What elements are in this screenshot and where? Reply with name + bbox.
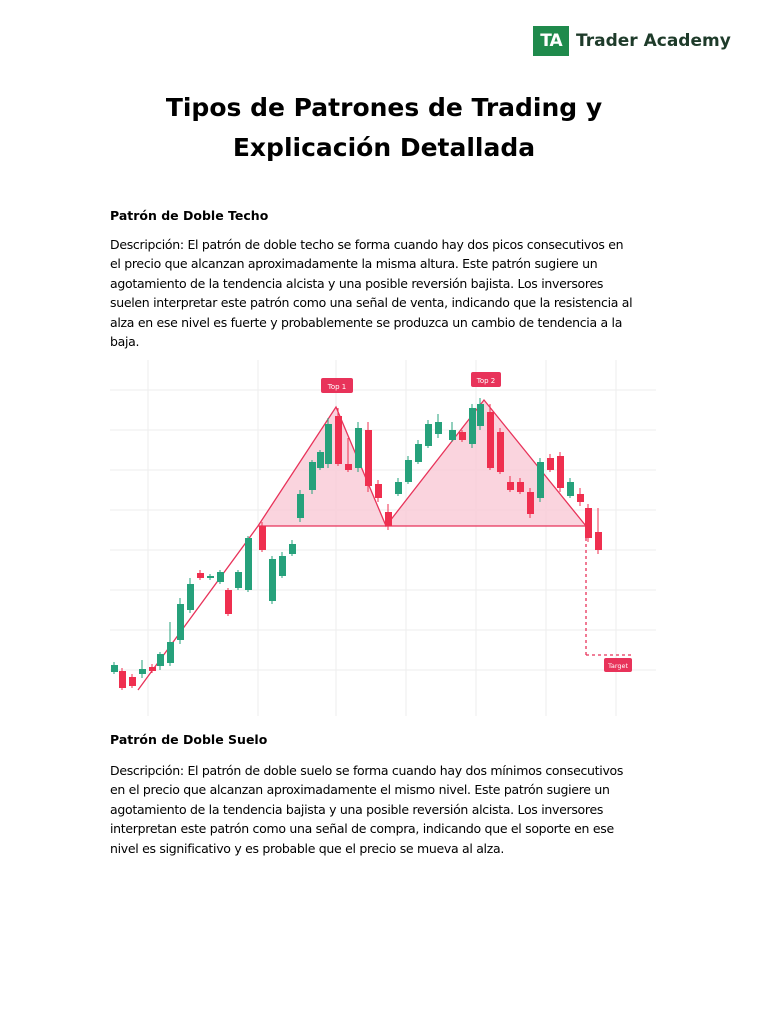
- paragraph-line: agotamiento de la tendencia bajista y un…: [110, 801, 604, 817]
- candle-body: [435, 422, 442, 434]
- paragraph-line: agotamiento de la tendencia alcista y un…: [110, 275, 604, 291]
- candle-body: [317, 452, 324, 468]
- candle-body: [517, 482, 524, 492]
- candle-body: [459, 432, 466, 440]
- candle-body: [235, 572, 242, 588]
- chart-grid: [110, 360, 656, 716]
- candle-body: [207, 576, 214, 578]
- paragraph-line: Descripción: El patrón de doble suelo se…: [110, 763, 624, 778]
- candle-body: [309, 462, 316, 490]
- candle-body: [385, 512, 392, 526]
- paragraph-line: en el precio que alcanzan aproximadament…: [110, 782, 610, 798]
- candle-body: [289, 544, 296, 554]
- paragraph-line: baja.: [110, 334, 140, 350]
- section-paragraph-double-bottom: Descripción: El patrón de doble suelo se…: [110, 761, 666, 858]
- paragraph-line: interpretan este patrón como una señal d…: [110, 821, 614, 837]
- candle-body: [269, 559, 276, 601]
- paragraph-line: Descripción: El patrón de doble techo se…: [110, 237, 624, 252]
- candle-body: [585, 508, 592, 538]
- candle-body: [547, 458, 554, 470]
- candle-body: [405, 460, 412, 482]
- candle-body: [129, 677, 136, 686]
- candle-body: [325, 424, 332, 464]
- label-top-1: Top 1: [321, 378, 353, 393]
- section-paragraph-double-top: Descripción: El patrón de doble techo se…: [110, 235, 666, 351]
- candle-body: [375, 484, 382, 498]
- candle-body: [395, 482, 402, 494]
- trader-academy-logo: TA Trader Academy: [533, 26, 731, 56]
- label-top-2: Top 2: [471, 372, 501, 387]
- candle-body: [259, 526, 266, 550]
- candle-body: [187, 584, 194, 610]
- candle-body: [449, 430, 456, 440]
- candle-body: [577, 494, 584, 502]
- candle-body: [139, 669, 146, 674]
- candle-body: [245, 538, 252, 590]
- candle-body: [537, 462, 544, 498]
- paragraph-line: suelen interpretar este patrón como una …: [110, 295, 633, 311]
- candle-body: [365, 430, 372, 486]
- candle-body: [177, 604, 184, 640]
- title-line-2: Explicación Detallada: [232, 133, 536, 162]
- section-heading-double-bottom: Patrón de Doble Suelo: [110, 732, 268, 747]
- candlesticks: [111, 398, 602, 690]
- candle-body: [527, 492, 534, 514]
- candle-body: [497, 432, 504, 472]
- candle-body: [157, 654, 164, 666]
- candle-body: [111, 665, 118, 672]
- candle-body: [279, 556, 286, 576]
- candle-body: [119, 671, 126, 688]
- logo-mark: TA: [533, 26, 569, 56]
- candle-body: [425, 424, 432, 446]
- candle-body: [487, 412, 494, 468]
- paragraph-line: el precio que alcanzan aproximadamente l…: [110, 256, 598, 272]
- candle-body: [297, 494, 304, 518]
- candle-body: [197, 573, 204, 578]
- title-line-1: Tipos de Patrones de Trading y: [165, 93, 603, 122]
- candle-body: [225, 590, 232, 614]
- candle-body: [477, 404, 484, 426]
- double-top-chart-image: Top 1 Top 2 Target: [110, 360, 656, 716]
- paragraph-line: alza en ese nivel es fuerte y probableme…: [110, 314, 623, 330]
- candle-body: [415, 444, 422, 462]
- label-top-2-text: Top 2: [476, 377, 496, 385]
- candle-body: [507, 482, 514, 490]
- candle-body: [167, 642, 174, 663]
- candle-body: [557, 456, 564, 488]
- page-title: Tipos de Patrones de Trading y Explicaci…: [0, 88, 768, 168]
- candle-body: [149, 667, 156, 671]
- label-target-text: Target: [607, 662, 629, 670]
- candle-body: [355, 428, 362, 468]
- candle-body: [335, 416, 342, 464]
- candle-body: [567, 482, 574, 496]
- section-heading-double-top: Patrón de Doble Techo: [110, 208, 269, 223]
- label-target: Target: [604, 658, 632, 672]
- pattern-fill: [258, 400, 586, 526]
- candle-body: [345, 464, 352, 470]
- paragraph-line: nivel es significativo y es probable que…: [110, 840, 505, 856]
- label-top-1-text: Top 1: [327, 383, 347, 391]
- logo-name: Trader Academy: [576, 31, 731, 51]
- candle-body: [469, 408, 476, 444]
- candle-body: [595, 532, 602, 550]
- candle-body: [217, 572, 224, 582]
